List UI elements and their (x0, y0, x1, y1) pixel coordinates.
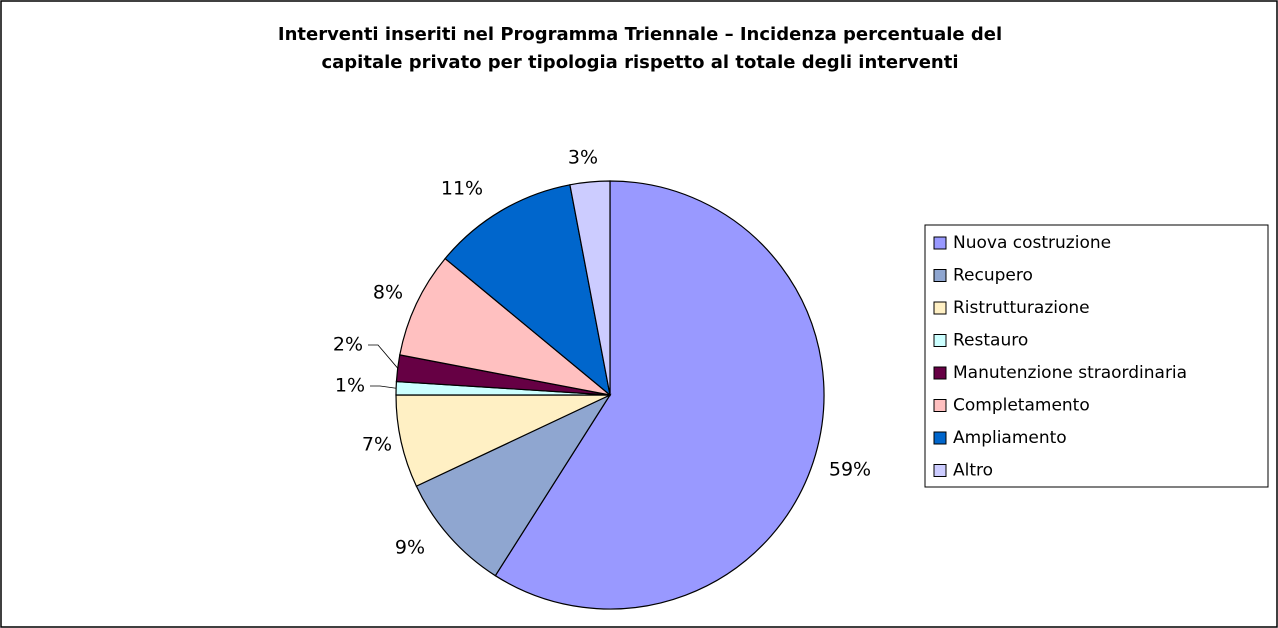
legend-label: Nuova costruzione (953, 233, 1111, 253)
legend-label: Recupero (953, 266, 1033, 286)
leader-line (370, 385, 397, 389)
legend-swatch (933, 301, 947, 315)
data-label: 7% (362, 434, 392, 456)
chart-title: capitale privato per tipologia rispetto … (321, 52, 958, 73)
pie-slice (569, 180, 611, 396)
legend-swatch (933, 399, 947, 412)
legend-swatch (933, 269, 947, 282)
legend-swatch (933, 334, 947, 347)
legend-label: Altro (953, 461, 993, 481)
legend-swatch (933, 431, 947, 445)
pie-slice (415, 393, 612, 577)
legend-swatch (933, 464, 947, 477)
legend-box (924, 224, 1269, 488)
data-label: 11% (441, 178, 483, 200)
data-label: 1% (335, 375, 365, 397)
chart-title: Interventi inseriti nel Programma Trienn… (278, 24, 1002, 45)
legend-label: Ampliamento (953, 428, 1067, 448)
data-label: 9% (395, 537, 425, 559)
data-label: 8% (373, 282, 403, 304)
legend-swatch (933, 236, 947, 250)
legend-label: Restauro (953, 331, 1028, 351)
legend-label: Ristrutturazione (953, 298, 1090, 318)
legend-label: Completamento (953, 396, 1090, 416)
legend-label: Manutenzione straordinaria (953, 363, 1187, 383)
pie-slice (399, 257, 611, 396)
data-label: 59% (829, 459, 871, 481)
pie-slice (494, 180, 825, 610)
leader-line (368, 344, 398, 369)
data-label: 2% (333, 334, 363, 356)
pie-slice (444, 184, 611, 397)
data-label: 3% (568, 147, 598, 169)
legend-swatch (933, 366, 947, 380)
